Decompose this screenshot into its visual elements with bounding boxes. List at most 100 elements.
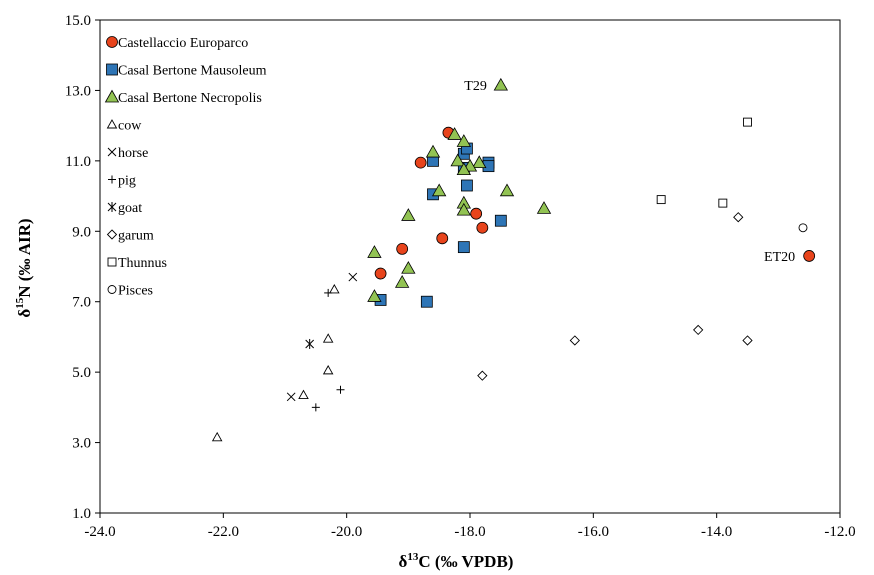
point-thunnus <box>743 117 752 127</box>
point-casal-bertone-necropolis <box>472 155 487 169</box>
point-horse <box>286 392 296 402</box>
point-casal-bertone-necropolis <box>456 202 472 216</box>
point-castellaccio-europarco <box>470 207 483 220</box>
point-garum <box>733 212 744 223</box>
data-points <box>211 77 816 442</box>
legend-item-garum: garum <box>106 229 154 244</box>
series-goat <box>305 338 315 349</box>
point-casal-bertone-necropolis <box>447 127 462 140</box>
y-tick-label: 9.0 <box>72 224 91 240</box>
legend-marker <box>106 119 118 129</box>
legend-marker <box>107 257 117 267</box>
legend-label: Thunnus <box>118 256 167 271</box>
legend-label: goat <box>118 201 142 216</box>
point-pig <box>311 403 320 412</box>
legend-label: cow <box>118 119 142 134</box>
point-casal-bertone-necropolis <box>450 153 465 167</box>
point-pig <box>336 385 345 394</box>
series-garum <box>477 212 753 381</box>
point-casal-bertone-necropolis <box>394 275 410 288</box>
legend-item-goat: goat <box>107 201 142 216</box>
point-casal-bertone-necropolis <box>493 77 509 91</box>
legend-marker <box>104 89 120 103</box>
series-castellaccio-europarco <box>374 126 816 280</box>
legend-label: horse <box>118 146 148 161</box>
point-thunnus <box>718 198 728 208</box>
legend-item-horse: horse <box>107 146 148 161</box>
point-casal-bertone-necropolis <box>367 245 382 258</box>
point-castellaccio-europarco <box>396 242 409 255</box>
point-castellaccio-europarco <box>374 267 387 280</box>
legend-marker <box>106 229 118 240</box>
legend-item-casal-bertone-necropolis: Casal Bertone Necropolis <box>104 89 262 106</box>
axis-ticks: -24.0 -22.0 -20.0 -18.0 -16.0 -14.0 -12.0 1.0 3.… <box>65 13 856 540</box>
point-garum <box>569 335 580 346</box>
y-tick-label: 13.0 <box>65 83 91 99</box>
legend-marker <box>107 147 117 157</box>
legend-marker <box>106 36 118 48</box>
y-tick-label: 3.0 <box>72 436 91 452</box>
annotation-label: T29 <box>464 79 487 94</box>
point-casal-bertone-mausoleum <box>461 179 473 192</box>
point-garum <box>477 370 488 381</box>
legend-label: pig <box>118 174 136 189</box>
y-tick-label: 15.0 <box>65 13 91 29</box>
point-castellaccio-europarco <box>414 156 427 169</box>
series-cow <box>211 283 340 442</box>
point-thunnus <box>656 195 666 205</box>
point-cow <box>322 333 334 343</box>
point-casal-bertone-necropolis <box>425 144 441 158</box>
point-castellaccio-europarco <box>476 221 489 234</box>
x-tick-label: -22.0 <box>208 524 239 540</box>
annotations: T29 ET20 <box>464 79 795 265</box>
x-tick-label: -16.0 <box>578 524 609 540</box>
x-tick-label: -18.0 <box>454 524 485 540</box>
point-casal-bertone-mausoleum <box>494 214 507 227</box>
series-pisces <box>798 223 808 233</box>
point-cow <box>298 389 309 399</box>
point-pisces <box>798 223 808 233</box>
point-castellaccio-europarco <box>436 232 449 245</box>
legend-item-thunnus: Thunnus <box>107 256 167 271</box>
x-axis-title: δ13C (‰ VPDB) <box>399 551 514 571</box>
legend-marker <box>107 202 117 212</box>
legend-item-castellaccio-europarco: Castellaccio Europarco <box>106 36 248 51</box>
series-horse <box>286 272 358 402</box>
point-casal-bertone-mausoleum <box>457 241 470 254</box>
series-thunnus <box>656 117 752 208</box>
point-casal-bertone-necropolis <box>499 183 515 197</box>
legend-label: Pisces <box>118 284 153 299</box>
legend-item-casal-bertone-mausoleum: Casal Bertone Mausoleum <box>106 63 267 79</box>
legend-label: garum <box>118 229 154 244</box>
point-horse <box>348 272 358 282</box>
legend-marker <box>106 63 118 76</box>
legend-marker <box>108 175 116 184</box>
y-tick-label: 1.0 <box>72 506 91 522</box>
series-pig <box>311 288 345 412</box>
legend-label: Casal Bertone Mausoleum <box>118 64 267 79</box>
point-casal-bertone-mausoleum <box>420 295 433 308</box>
point-cow <box>329 283 340 294</box>
legend-marker <box>107 285 117 294</box>
legend-label: Casal Bertone Necropolis <box>118 91 262 106</box>
y-tick-label: 5.0 <box>72 365 91 381</box>
point-casal-bertone-necropolis <box>367 289 382 302</box>
point-cow <box>322 364 334 375</box>
point-casal-bertone-necropolis <box>431 183 447 197</box>
series-casal-bertone-necropolis <box>367 77 552 302</box>
point-goat <box>305 338 315 349</box>
point-garum <box>742 335 753 346</box>
point-casal-bertone-necropolis <box>456 162 472 176</box>
point-casal-bertone-necropolis <box>401 208 416 221</box>
legend-item-pisces: Pisces <box>107 284 153 299</box>
x-tick-label: -12.0 <box>824 524 855 540</box>
legend-item-cow: cow <box>106 119 142 134</box>
legend-item-pig: pig <box>108 174 136 189</box>
y-tick-label: 7.0 <box>72 295 91 311</box>
x-tick-label: -24.0 <box>84 524 115 540</box>
legend-label: Castellaccio Europarco <box>118 36 248 51</box>
point-casal-bertone-necropolis <box>456 134 472 147</box>
x-tick-label: -20.0 <box>331 524 362 540</box>
point-casal-bertone-necropolis <box>536 201 552 214</box>
